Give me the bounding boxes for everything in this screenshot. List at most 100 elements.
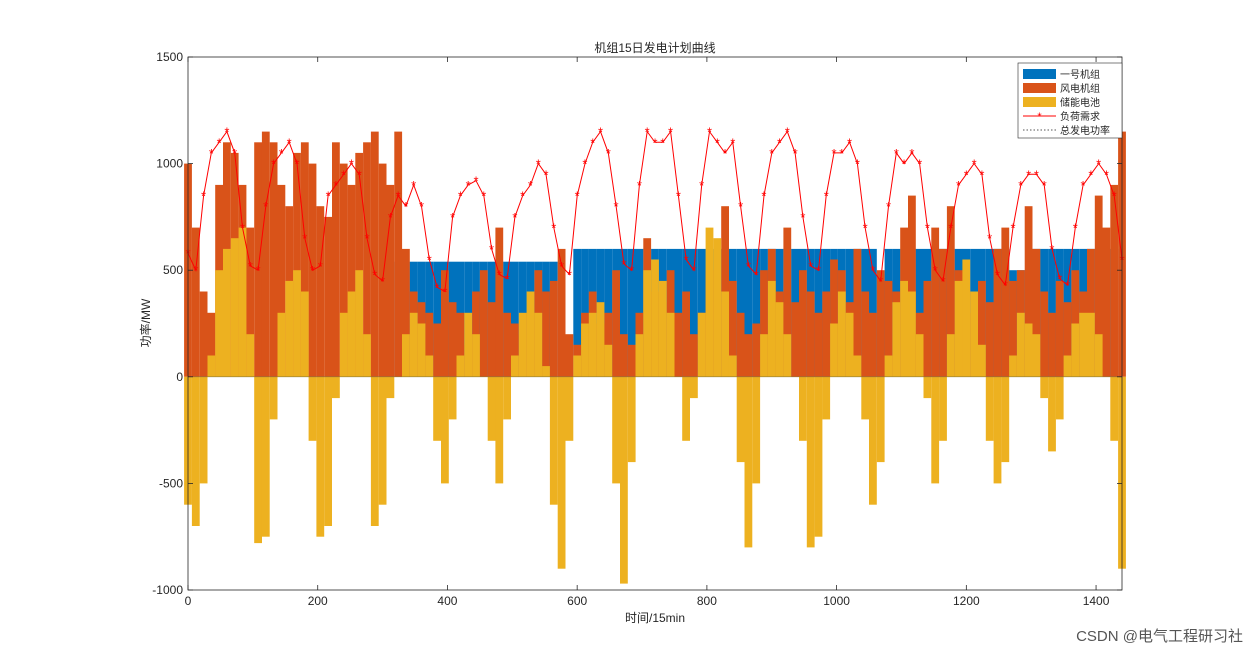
storage-bar (324, 376, 332, 526)
load-demand-marker: * (372, 267, 377, 282)
storage-bar (830, 323, 838, 377)
wind-bar (441, 270, 449, 377)
storage-bar (736, 376, 745, 463)
load-demand-marker: * (326, 189, 331, 204)
storage-bar (752, 376, 761, 484)
load-demand-marker: * (473, 174, 478, 189)
storage-bar (853, 355, 862, 377)
load-demand-marker: * (894, 146, 899, 161)
x-axis-label: 时间/15min (625, 611, 685, 625)
load-demand-marker: * (364, 231, 369, 246)
load-demand-marker: * (769, 146, 774, 161)
axis-ticks: 0 200 400 600 800 1000 1200 1400 1500 1000 500 0 -50… (152, 50, 1122, 608)
wind-bar (378, 163, 387, 377)
load-demand-marker: * (575, 189, 580, 204)
storage-bar (993, 376, 1002, 484)
load-demand-marker: * (754, 267, 759, 282)
storage-bar (300, 291, 309, 377)
load-demand-marker: * (707, 125, 712, 140)
wind-bar (277, 184, 286, 377)
storage-bar (900, 280, 908, 377)
load-demand-marker: * (886, 199, 891, 214)
storage-bar (1071, 323, 1080, 377)
storage-bar (690, 376, 698, 399)
y-tick-label: 1000 (156, 157, 183, 171)
load-demand-marker: * (933, 263, 938, 278)
wind-bar (246, 227, 255, 377)
storage-bar (814, 376, 823, 537)
y-tick-label: 500 (163, 263, 183, 277)
storage-bar (511, 355, 519, 377)
storage-bar (386, 376, 395, 399)
load-demand-marker: * (481, 189, 486, 204)
storage-bar (651, 259, 659, 377)
wind-bar (199, 291, 208, 377)
load-demand-marker: * (925, 221, 930, 236)
unit1-bar (573, 248, 582, 377)
load-demand-marker: * (279, 146, 284, 161)
load-demand-marker: * (396, 189, 401, 204)
storage-bar (713, 238, 722, 377)
x-tick-label: 1400 (1083, 594, 1110, 608)
storage-bar (223, 248, 231, 377)
load-demand-marker: * (668, 125, 673, 140)
wind-bar (931, 227, 940, 377)
storage-bar (308, 376, 317, 441)
wind-bar (456, 312, 465, 377)
storage-bar (425, 355, 434, 377)
storage-bar (347, 291, 356, 377)
load-demand-marker: * (1096, 157, 1101, 172)
load-demand-marker: * (676, 189, 681, 204)
legend-marker: * (1037, 111, 1042, 123)
load-demand-marker: * (403, 199, 408, 214)
wind-bar (830, 259, 838, 377)
load-demand-marker: * (1049, 242, 1054, 257)
storage-bar (767, 280, 776, 377)
x-tick-label: 1000 (823, 594, 850, 608)
storage-bar (581, 323, 589, 377)
y-tick-label: -1000 (152, 583, 183, 597)
storage-bar (635, 334, 644, 377)
wind-bar (814, 312, 823, 377)
load-demand-marker: * (567, 267, 572, 282)
load-demand-marker: * (964, 167, 969, 182)
load-demand-marker: * (863, 221, 868, 236)
load-demand-marker: * (256, 263, 261, 278)
load-demand-marker: * (902, 157, 907, 172)
load-demand-marker: * (458, 189, 463, 204)
load-demand-marker: * (489, 242, 494, 257)
load-demand-marker: * (637, 178, 642, 193)
load-demand-marker: * (333, 178, 338, 193)
storage-bar (518, 312, 527, 377)
wind-bar (207, 312, 216, 377)
wind-bar (752, 323, 761, 377)
load-demand-marker: * (979, 167, 984, 182)
storage-bar (806, 376, 815, 548)
load-demand-marker: * (497, 267, 502, 282)
unit1-bar (433, 261, 441, 377)
storage-bar (744, 376, 753, 548)
wind-bar (261, 131, 270, 377)
wind-bar (908, 195, 916, 377)
storage-bar (230, 238, 239, 377)
wind-bar (728, 280, 737, 377)
load-demand-marker: * (217, 135, 222, 150)
load-demand-marker: * (1042, 178, 1047, 193)
load-demand-marker: * (357, 167, 362, 182)
load-demand-marker: * (193, 263, 198, 278)
storage-bar (402, 334, 410, 377)
storage-bar (1009, 355, 1017, 377)
storage-bar (643, 270, 652, 377)
storage-bar (339, 312, 348, 377)
wind-bar (347, 184, 356, 377)
unit1-bar (744, 248, 753, 377)
x-tick-label: 400 (437, 594, 457, 608)
storage-bar (837, 291, 846, 377)
storage-bar (892, 302, 901, 377)
wind-bar (1040, 291, 1049, 377)
storage-bar (1110, 376, 1119, 441)
storage-bar (254, 376, 262, 544)
wind-bar (300, 142, 309, 377)
load-demand-marker: * (1026, 167, 1031, 182)
load-demand-marker: * (388, 210, 393, 225)
